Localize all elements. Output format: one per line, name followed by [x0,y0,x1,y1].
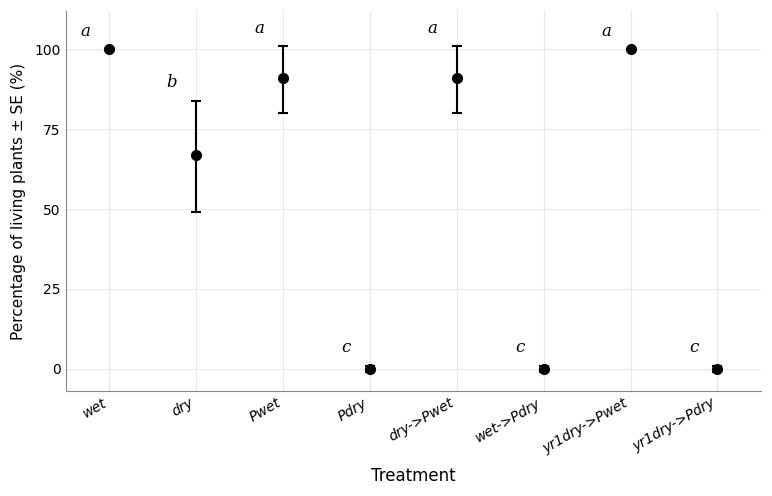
Text: a: a [428,20,438,37]
Text: c: c [689,339,699,356]
X-axis label: Treatment: Treatment [371,467,455,485]
Text: a: a [254,20,264,37]
Text: a: a [601,23,611,40]
Text: b: b [166,74,177,91]
Text: c: c [515,339,524,356]
Y-axis label: Percentage of living plants ± SE (%): Percentage of living plants ± SE (%) [11,62,26,340]
Text: c: c [341,339,350,356]
Text: a: a [80,23,90,40]
